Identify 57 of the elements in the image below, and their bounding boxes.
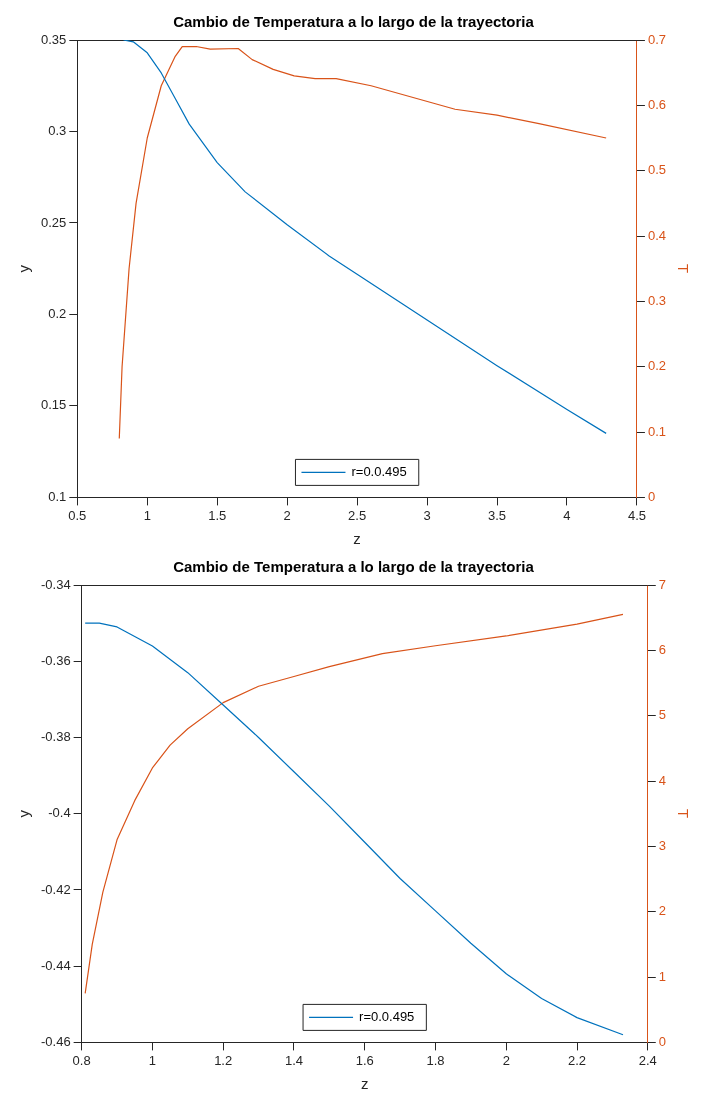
x-tick-label: 3.5	[487, 507, 507, 523]
x-tick-label: 0.5	[68, 507, 87, 523]
y-tick-label: 0.15	[40, 397, 67, 413]
chart-title: Cambio de Temperatura a lo largo de la trayectoria	[173, 13, 535, 31]
y-tick-label: -0.38	[40, 729, 71, 745]
y2-tick-label: 0.4	[647, 227, 667, 243]
x-tick-label: 3	[423, 507, 431, 523]
x-axis-title: z	[353, 530, 361, 548]
x-tick-label: 1.5	[208, 507, 227, 523]
x-tick-label: 0.8	[72, 1052, 91, 1068]
y2-tick-label: 0	[658, 1033, 666, 1049]
y2-tick-label: 0.7	[647, 31, 667, 47]
y-tick-label: -0.34	[40, 576, 71, 592]
y-tick-label: 0.25	[40, 214, 67, 230]
legend-label: r=0.0.495	[359, 1008, 415, 1024]
x-tick-label: 2.5	[348, 507, 367, 523]
y2-tick-label: 0.3	[647, 292, 667, 308]
chart-title: Cambio de Temperatura a lo largo de la trayectoria	[173, 558, 535, 576]
y-tick-label: 0.2	[48, 306, 67, 322]
y-tick-label: -0.4	[48, 805, 71, 821]
y2-tick-label: 0.1	[647, 423, 667, 439]
y-tick-label: -0.46	[40, 1033, 71, 1049]
y-tick-label: -0.36	[40, 652, 71, 668]
x-tick-label: 1.2	[214, 1052, 233, 1068]
y2-tick-label: 4	[658, 772, 666, 788]
y2-tick-label: 3	[658, 837, 666, 853]
y2-axis-title: T	[674, 809, 692, 819]
x-tick-label: 2.4	[638, 1052, 657, 1068]
y2-tick-label: 0	[647, 488, 656, 504]
y2-axis-title: T	[674, 264, 692, 274]
y2-tick-label: 0.6	[647, 96, 667, 112]
y2-tick-label: 1	[658, 968, 666, 984]
x-tick-label: 1	[143, 507, 151, 523]
y2-tick-label: 2	[658, 903, 666, 919]
y2-tick-label: 5	[658, 707, 666, 723]
legend-label: r=0.0.495	[351, 463, 407, 479]
x-tick-label: 2.2	[567, 1052, 587, 1068]
x-tick-label: 2	[283, 507, 291, 523]
x-axis-title: z	[360, 1075, 369, 1093]
y-axis-title: y	[15, 264, 33, 273]
y-tick-label: 0.1	[48, 488, 67, 504]
y2-tick-label: 0.2	[647, 358, 667, 374]
y2-tick-label: 0.5	[647, 162, 667, 178]
y-tick-label: 0.35	[40, 31, 67, 47]
x-tick-label: 2	[502, 1052, 510, 1068]
y2-tick-label: 6	[658, 641, 666, 657]
x-tick-label: 1.8	[426, 1052, 445, 1068]
x-tick-label: 1.4	[284, 1052, 303, 1068]
x-tick-label: 1.6	[355, 1052, 374, 1068]
y-tick-label: -0.42	[40, 881, 71, 897]
x-tick-label: 4	[563, 507, 571, 523]
y-tick-label: -0.44	[40, 957, 71, 973]
x-tick-label: 1	[148, 1052, 157, 1068]
y-axis-title: y	[15, 809, 33, 818]
y2-tick-label: 7	[658, 576, 666, 592]
y-tick-label: 0.3	[48, 123, 67, 139]
x-tick-label: 4.5	[627, 507, 646, 523]
